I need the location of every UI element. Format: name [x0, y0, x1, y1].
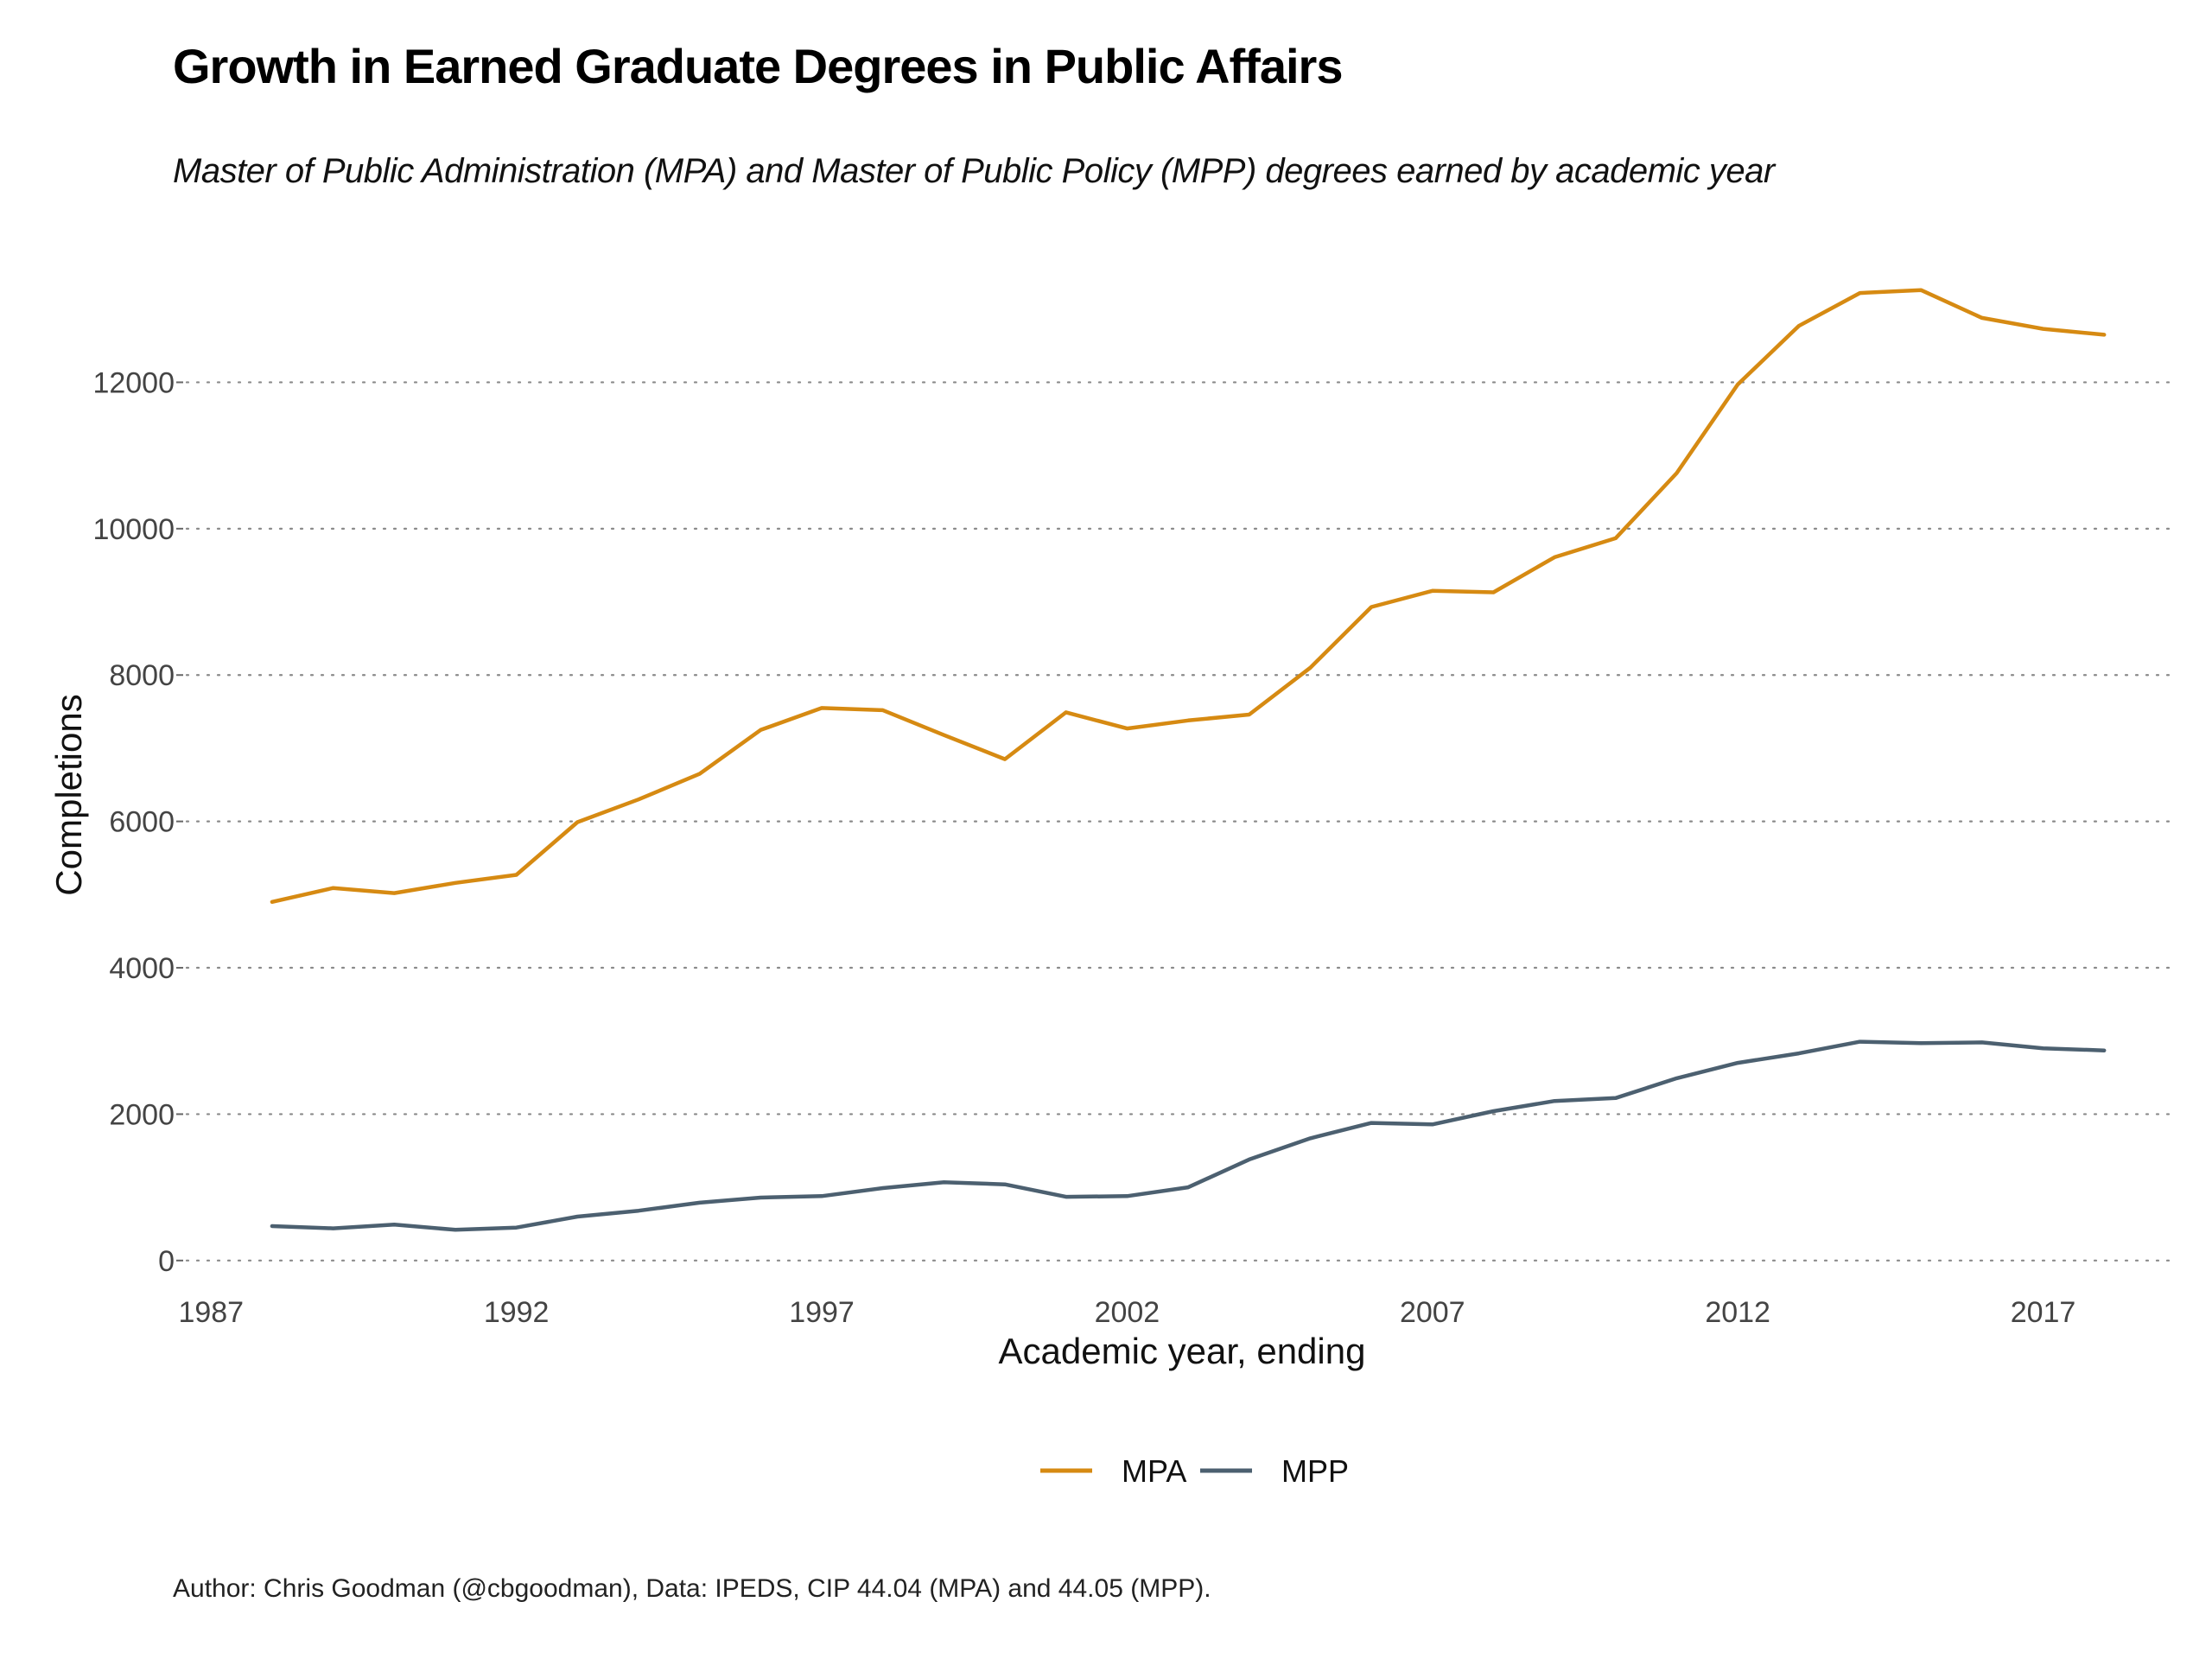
legend-label-mpp: MPP — [1281, 1453, 1349, 1489]
chart-subtitle: Master of Public Administration (MPA) an… — [173, 152, 1775, 190]
x-tick-label: 2012 — [1705, 1296, 1770, 1329]
x-tick-label: 1987 — [178, 1296, 244, 1329]
y-tick-label: 6000 — [109, 806, 175, 839]
legend-item-mpa: MPA — [1040, 1453, 1186, 1489]
y-tick-label: 12000 — [92, 366, 175, 399]
legend: MPA MPP — [1040, 1453, 1349, 1489]
chart-title: Growth in Earned Graduate Degrees in Pub… — [173, 39, 1343, 93]
x-tick-label: 1992 — [484, 1296, 550, 1329]
x-tick-label: 2007 — [1400, 1296, 1465, 1329]
y-tick-label: 0 — [158, 1245, 175, 1278]
x-tick-label: 2017 — [2011, 1296, 2076, 1329]
y-tick-label: 4000 — [109, 952, 175, 985]
legend-item-mpp: MPP — [1200, 1453, 1349, 1489]
x-axis-ticks: 1987 1992 1997 2002 2007 2012 2017 — [178, 1296, 2075, 1329]
legend-label-mpa: MPA — [1122, 1453, 1186, 1489]
x-tick-label: 1997 — [789, 1296, 855, 1329]
gridlines — [185, 381, 2179, 1262]
series-lines — [270, 288, 2107, 1232]
y-tick-label: 10000 — [92, 513, 175, 546]
chart-caption: Author: Chris Goodman (@cbgoodman), Data… — [173, 1574, 1211, 1603]
x-axis-title: Academic year, ending — [999, 1331, 1366, 1371]
y-axis-ticks: 0 2000 4000 6000 8000 10000 12000 — [92, 366, 183, 1278]
series-line-mpa — [270, 288, 2107, 905]
y-tick-label: 2000 — [109, 1098, 175, 1131]
x-tick-label: 2002 — [1095, 1296, 1160, 1329]
series-line-mpp — [270, 1039, 2107, 1232]
y-axis-title: Completions — [48, 694, 89, 895]
y-tick-label: 8000 — [109, 659, 175, 692]
